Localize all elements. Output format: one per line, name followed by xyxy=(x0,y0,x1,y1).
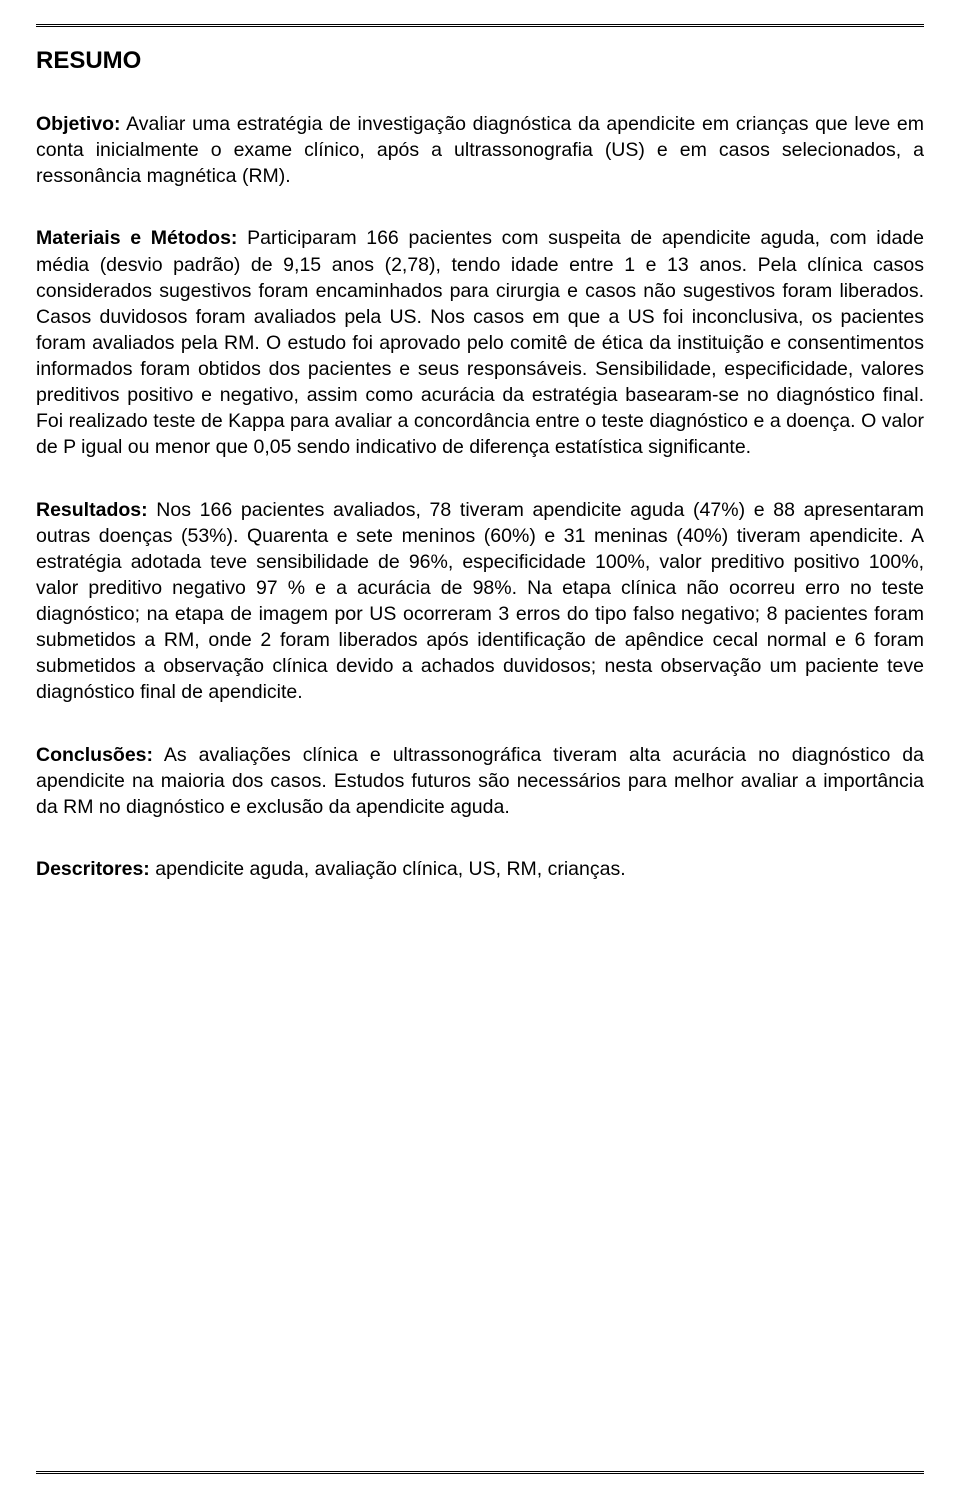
text-descritores: apendicite aguda, avaliação clínica, US,… xyxy=(150,858,626,880)
section-descritores: Descritores: apendicite aguda, avaliação… xyxy=(36,856,924,882)
label-resultados: Resultados: xyxy=(36,499,148,521)
section-objetivo: Objetivo: Avaliar uma estratégia de inve… xyxy=(36,111,924,189)
section-materiais: Materiais e Métodos: Participaram 166 pa… xyxy=(36,225,924,460)
label-materiais: Materiais e Métodos: xyxy=(36,227,237,249)
section-resultados: Resultados: Nos 166 pacientes avaliados,… xyxy=(36,497,924,706)
label-descritores: Descritores: xyxy=(36,858,150,880)
label-objetivo: Objetivo: xyxy=(36,113,121,135)
page-title: RESUMO xyxy=(36,47,924,75)
text-materiais: Participaram 166 pacientes com suspeita … xyxy=(36,227,924,458)
section-conclusoes: Conclusões: As avaliações clínica e ultr… xyxy=(36,742,924,820)
bottom-horizontal-rule xyxy=(36,1471,924,1474)
label-conclusoes: Conclusões: xyxy=(36,744,153,766)
top-horizontal-rule xyxy=(36,24,924,27)
text-conclusoes: As avaliações clínica e ultrassonográfic… xyxy=(36,744,924,818)
text-objetivo: Avaliar uma estratégia de investigação d… xyxy=(36,113,924,187)
text-resultados: Nos 166 pacientes avaliados, 78 tiveram … xyxy=(36,499,924,704)
